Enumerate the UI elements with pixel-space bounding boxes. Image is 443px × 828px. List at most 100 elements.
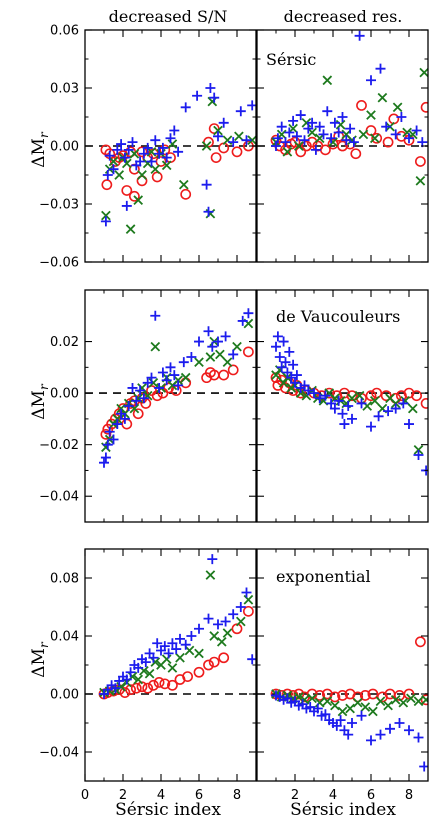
- data-point-cross: [368, 706, 378, 717]
- data-point-plus: [154, 148, 165, 159]
- data-point-cross: [194, 357, 204, 368]
- data-point-cross: [222, 628, 233, 638]
- data-point-plus: [142, 142, 153, 153]
- data-point-cross: [150, 341, 161, 352]
- data-point-cross: [129, 148, 140, 159]
- y-tick-label: 0.06: [50, 24, 79, 39]
- data-point-plus: [398, 398, 409, 409]
- data-point-cross: [205, 570, 216, 580]
- data-point-plus: [127, 137, 138, 148]
- data-point-plus: [133, 662, 144, 673]
- panel-de-vaucouleurs-decreased-sn: −0.04 −0.02 0.00 0.02: [39, 289, 257, 523]
- ylabel-row-top: ΔMr: [29, 131, 51, 168]
- data-points: [270, 636, 428, 772]
- data-point-circle: [203, 659, 214, 671]
- data-point-plus: [288, 115, 299, 126]
- column-title-left: decreased S/N: [109, 7, 228, 26]
- data-point-plus: [291, 131, 302, 142]
- ylabel-row-middle: ΔMr: [29, 383, 51, 420]
- data-point-plus: [112, 419, 123, 430]
- ylabel-sub: r: [37, 131, 51, 138]
- data-point-plus: [396, 112, 407, 122]
- data-point-plus: [203, 326, 214, 337]
- data-point-plus: [146, 372, 157, 383]
- data-point-plus: [272, 331, 283, 342]
- model-label-exponential: exponential: [276, 567, 371, 586]
- data-point-plus: [99, 457, 109, 468]
- data-point-plus: [207, 341, 218, 352]
- data-point-plus: [100, 452, 111, 463]
- data-point-cross: [360, 702, 371, 712]
- data-point-circle: [218, 369, 230, 381]
- data-point-cross: [282, 146, 293, 157]
- data-point-circle: [380, 390, 392, 402]
- data-point-plus: [152, 638, 163, 649]
- data-point-plus: [413, 732, 424, 743]
- data-point-plus: [288, 359, 299, 370]
- data-point-plus: [110, 683, 121, 694]
- data-point-cross: [301, 117, 312, 128]
- data-point-plus: [123, 144, 134, 155]
- data-point-cross: [314, 133, 325, 144]
- data-point-plus: [102, 439, 113, 450]
- data-point-plus: [135, 156, 146, 167]
- y-tick-label: 0.00: [50, 387, 79, 402]
- data-point-plus: [381, 121, 392, 132]
- data-point-cross: [406, 693, 416, 704]
- model-label-sersic: Sérsic: [266, 50, 316, 69]
- data-point-cross: [222, 357, 233, 368]
- data-point-cross: [209, 631, 220, 641]
- data-point-circle: [365, 390, 377, 402]
- data-point-cross: [167, 663, 178, 673]
- data-point-plus: [112, 144, 123, 155]
- data-point-plus: [243, 308, 254, 319]
- data-point-plus: [194, 336, 204, 347]
- data-point-cross: [347, 393, 357, 404]
- svg-text:ΔMr: ΔMr: [29, 641, 51, 678]
- data-point-circle: [180, 188, 192, 200]
- data-point-plus: [178, 357, 189, 368]
- panel-de-vaucouleurs-decreased-res: [256, 289, 429, 523]
- data-point-cross: [352, 697, 363, 708]
- data-point-plus: [159, 641, 170, 652]
- data-point-plus: [150, 135, 161, 146]
- data-point-cross: [213, 125, 223, 136]
- data-point-cross: [366, 110, 376, 120]
- data-point-plus: [235, 106, 246, 117]
- data-point-plus: [157, 367, 168, 378]
- x-tick-label: 0: [81, 788, 89, 803]
- data-point-cross: [133, 674, 144, 685]
- data-point-plus: [161, 152, 172, 163]
- data-point-cross: [377, 92, 388, 103]
- data-point-cross: [205, 208, 216, 219]
- panel-sersic-decreased-sn: −0.06 −0.03 0.00 0.03 0.06: [39, 24, 257, 271]
- data-point-plus: [303, 385, 314, 396]
- axes-frame: [84, 289, 257, 523]
- data-point-plus: [220, 616, 231, 627]
- data-point-plus: [131, 395, 142, 406]
- data-point-plus: [295, 110, 306, 121]
- data-point-cross: [390, 398, 401, 409]
- data-point-plus: [135, 385, 146, 396]
- data-point-plus: [337, 408, 348, 419]
- data-point-plus: [116, 408, 127, 419]
- data-point-plus: [366, 735, 376, 746]
- data-point-plus: [284, 127, 295, 138]
- data-point-plus: [157, 142, 168, 153]
- data-point-plus: [373, 411, 384, 422]
- data-point-circle: [293, 688, 305, 700]
- data-point-circle: [218, 652, 230, 664]
- data-point-plus: [404, 419, 414, 430]
- data-point-plus: [318, 129, 329, 140]
- data-point-cross: [207, 96, 218, 107]
- data-point-cross: [421, 694, 428, 705]
- data-point-circle: [420, 398, 428, 409]
- ylabel-sub: r: [37, 641, 51, 648]
- data-point-plus: [228, 137, 239, 148]
- data-point-circle: [356, 100, 367, 111]
- ylabel-main: ΔM: [29, 138, 49, 168]
- data-point-plus: [322, 106, 333, 117]
- data-point-plus: [271, 341, 281, 352]
- data-point-plus: [194, 623, 204, 634]
